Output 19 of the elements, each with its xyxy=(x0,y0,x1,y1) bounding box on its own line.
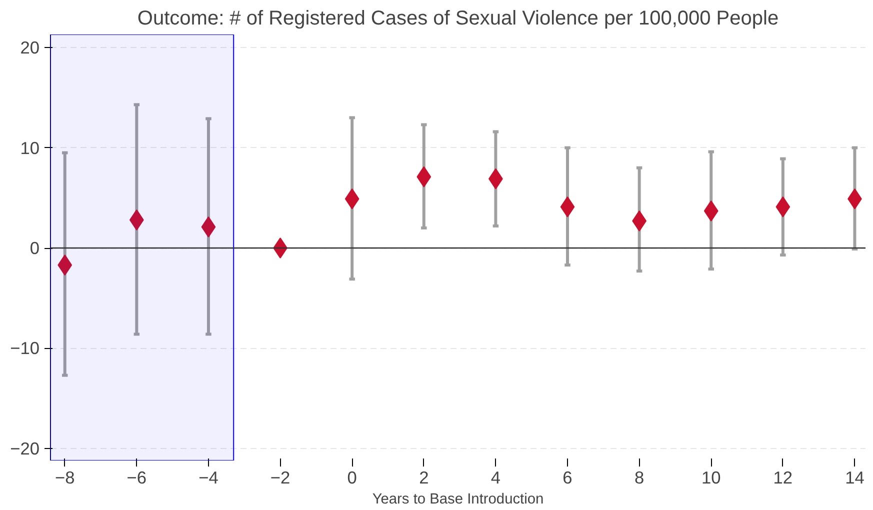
y-tick-label: −20 xyxy=(10,438,40,458)
x-tick-label: −4 xyxy=(198,468,219,488)
y-tick-label: 10 xyxy=(20,138,40,158)
x-tick-label: 14 xyxy=(845,468,865,488)
y-tick-label: −10 xyxy=(10,338,40,358)
x-tick-label: −2 xyxy=(270,468,290,488)
x-tick-label: 4 xyxy=(490,468,501,488)
x-tick-label: −8 xyxy=(54,468,75,488)
x-tick-label: 8 xyxy=(634,468,644,488)
y-tick-label: 0 xyxy=(30,238,40,258)
x-tick-label: −6 xyxy=(126,468,147,488)
y-tick-label: 20 xyxy=(20,38,40,58)
chart-title: Outcome: # of Registered Cases of Sexual Violence per 100,000 People xyxy=(137,8,779,30)
x-tick-label: 2 xyxy=(419,468,429,488)
x-axis-title: Years to Base Introduction xyxy=(372,492,544,508)
x-tick-label: 12 xyxy=(773,468,793,488)
x-tick-label: 0 xyxy=(347,468,357,488)
x-tick-label: 10 xyxy=(701,468,721,488)
x-tick-label: 6 xyxy=(562,468,572,488)
